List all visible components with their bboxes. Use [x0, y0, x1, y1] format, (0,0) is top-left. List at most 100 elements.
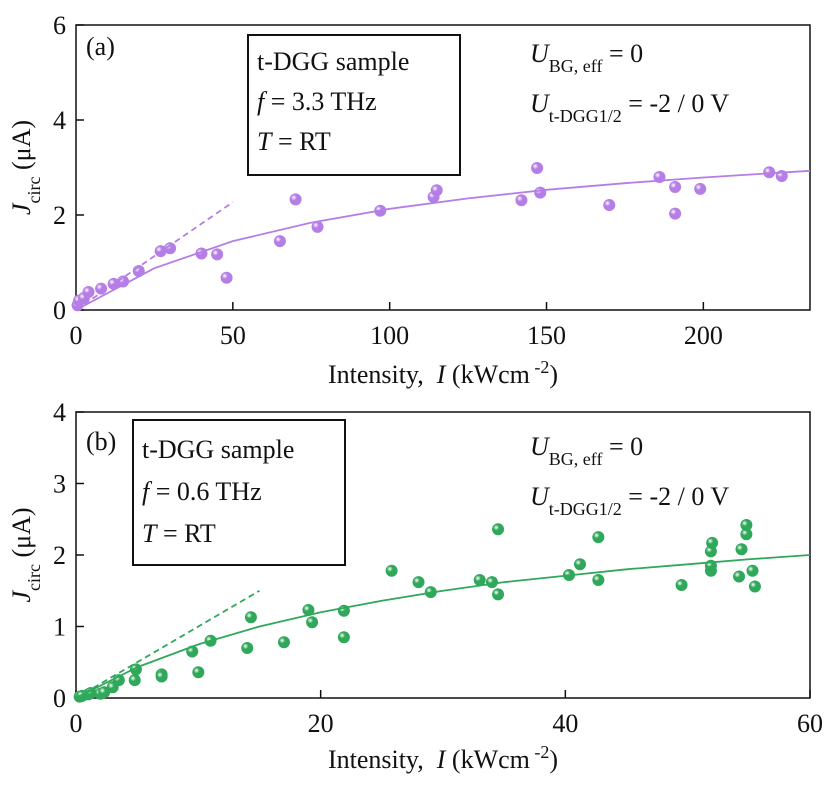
x-tick-label: 100 [370, 321, 409, 350]
linear-fit [75, 201, 234, 311]
annotation: UBG, eff = 0 [530, 432, 643, 469]
data-point [244, 611, 257, 624]
x-tick-label: 200 [684, 321, 723, 350]
data-point [748, 580, 761, 593]
info-line: t-DGG sample [257, 47, 409, 76]
data-point [385, 564, 398, 577]
annotation: Ut-DGG1/2 = -2 / 0 V [530, 89, 729, 126]
data-point [592, 531, 605, 544]
text-part: -2 [530, 742, 550, 762]
text-part: = -2 / 0 V [622, 89, 730, 118]
data-point [735, 543, 748, 556]
text-part: U [530, 89, 551, 118]
text-part: BG, eff [549, 449, 603, 469]
text-part: BG, eff [549, 56, 603, 76]
text-part: J [7, 590, 36, 603]
x-tick-label: 50 [220, 321, 246, 350]
text-part: = RT [271, 127, 330, 156]
text-part: (kWcm [445, 360, 529, 389]
x-axis-label: Intensity, I (kWcm -2) [328, 357, 558, 389]
data-point [192, 666, 205, 679]
text-part: U [530, 482, 551, 511]
y-tick-label: 2 [53, 201, 66, 230]
text-part: t-DGG1/2 [549, 106, 622, 126]
info-line: t-DGG sample [142, 435, 294, 464]
data-point [128, 674, 141, 687]
data-point [492, 588, 505, 601]
info-line: T = RT [142, 519, 216, 548]
y-tick-label: 4 [53, 106, 66, 135]
annotation: UBG, eff = 0 [530, 39, 643, 76]
text-part: T [257, 127, 273, 156]
y-axis-label: Jcirc (μA) [7, 507, 44, 602]
info-line: f = 3.3 THz [257, 87, 377, 116]
panel-label: (b) [86, 427, 116, 456]
data-point [740, 518, 753, 531]
data-point [473, 574, 486, 587]
data-point [603, 199, 616, 212]
data-point [740, 528, 753, 541]
data-point [337, 631, 350, 644]
x-tick-label: 0 [70, 709, 83, 738]
data-point [592, 574, 605, 587]
data-point [515, 194, 528, 207]
y-tick-label: 6 [53, 11, 66, 40]
text-part: = 0 [602, 432, 643, 461]
data-point [694, 182, 707, 195]
data-point [155, 670, 168, 683]
data-point [289, 193, 302, 206]
text-part: U [530, 432, 551, 461]
data-point [746, 564, 759, 577]
data-point [531, 161, 544, 174]
fit-curve [75, 169, 811, 311]
data-point [763, 166, 776, 179]
text-part: t-DGG sample [257, 47, 409, 76]
info-line: T = RT [257, 127, 331, 156]
text-part: (μA) [7, 507, 36, 564]
data-point [669, 180, 682, 193]
text-part: circ [24, 564, 44, 591]
text-part: Intensity, [328, 360, 437, 389]
text-part: -2 [530, 357, 550, 377]
x-tick-label: 40 [552, 709, 578, 738]
text-part: J [7, 202, 36, 215]
text-part: Intensity, [328, 745, 437, 774]
y-tick-label: 0 [53, 684, 66, 713]
data-point [675, 579, 688, 592]
plot-frame [75, 24, 811, 311]
data-point [277, 636, 290, 649]
text-part: t-DGG sample [142, 435, 294, 464]
data-point [273, 235, 286, 248]
data-point [733, 570, 746, 583]
text-part: (μA) [7, 120, 36, 177]
data-point [164, 242, 177, 255]
text-part: circ [24, 177, 44, 204]
text-part: f [257, 87, 268, 116]
text-part: T [142, 519, 158, 548]
linear-fit [75, 589, 260, 699]
y-tick-label: 3 [53, 470, 66, 499]
data-point [574, 558, 587, 571]
info-line: f = 0.6 THz [142, 477, 262, 506]
data-point [302, 604, 315, 617]
data-point [534, 186, 547, 199]
text-part: ) [549, 745, 558, 774]
data-point [306, 616, 319, 629]
text-part: = -2 / 0 V [622, 482, 730, 511]
text-part: = RT [156, 519, 215, 548]
info-box [132, 419, 346, 566]
data-point [211, 248, 224, 261]
data-point [485, 576, 498, 589]
data-point [492, 523, 505, 536]
text-part: f [142, 477, 153, 506]
y-tick-label: 4 [53, 398, 66, 427]
y-tick-label: 1 [53, 613, 66, 642]
x-tick-label: 60 [797, 709, 823, 738]
annotation: Ut-DGG1/2 = -2 / 0 V [530, 482, 729, 519]
text-part: = 0 [602, 39, 643, 68]
x-tick-label: 150 [527, 321, 566, 350]
info-box [247, 34, 461, 176]
data-point [82, 285, 95, 298]
data-point [669, 207, 682, 220]
y-tick-label: 2 [53, 541, 66, 570]
